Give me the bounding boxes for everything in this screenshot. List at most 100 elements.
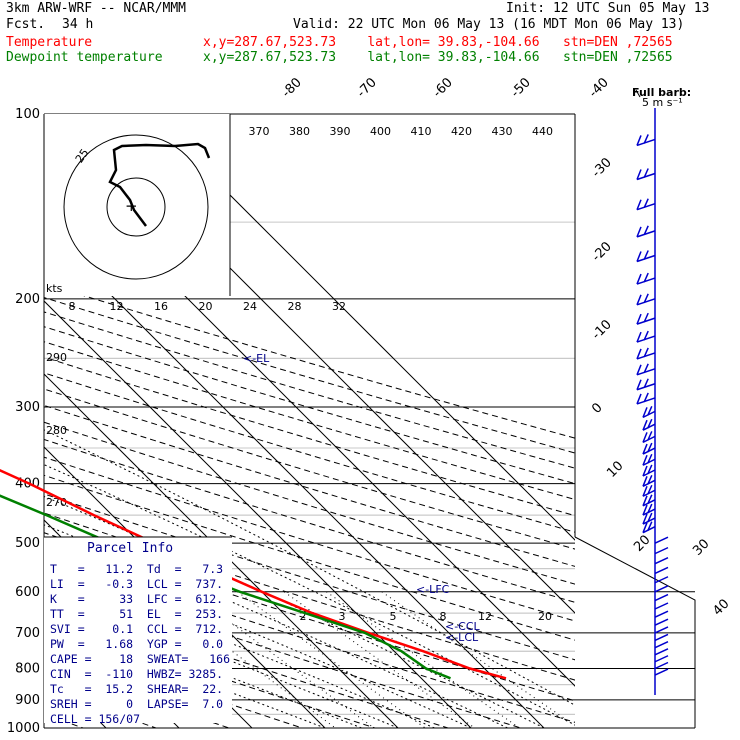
wind-barb-flag <box>643 225 649 236</box>
temp-scale-label-12: 12 <box>110 300 124 313</box>
temperature-label--30: -30 <box>589 155 615 181</box>
dewpoint-legend: Dewpoint temperature <box>6 50 163 65</box>
parcel-info-title: Parcel Info <box>87 541 173 556</box>
plot-right-edge-lower <box>574 536 696 728</box>
wind-barb-flag <box>647 464 653 475</box>
mixing-ratio-label-12: 12 <box>478 610 492 623</box>
dewpoint-profile <box>0 494 451 680</box>
temp-scale-label-8: 8 <box>69 300 76 313</box>
wind-barb-flag <box>647 431 653 441</box>
temperature-label--20: -20 <box>589 239 615 265</box>
pressure-label-900: 900 <box>15 693 40 708</box>
wind-barb-flag <box>642 407 648 418</box>
wind-barb <box>654 641 669 649</box>
wind-barb <box>654 585 669 593</box>
wind-barb-flag <box>636 379 642 391</box>
wind-barb-flag <box>647 484 653 495</box>
temperature-label-30: 30 <box>690 537 712 559</box>
temperature-label--60: -60 <box>430 75 456 101</box>
wind-barb-flag <box>642 419 648 431</box>
forecast-label: Fcst. <box>6 17 46 32</box>
hodograph-ring-inner <box>106 177 166 237</box>
temp-scale-label-32: 32 <box>332 300 346 313</box>
theta-e-label-400: 400 <box>370 125 391 138</box>
wind-barb <box>654 566 669 575</box>
temperature-label-40: 40 <box>710 597 732 619</box>
temp-scale-label-16: 16 <box>154 300 168 313</box>
parcel-info-row: LI = -0.3 LCL = 737. <box>50 577 223 591</box>
wind-barb <box>636 368 656 376</box>
wind-barb-flag <box>642 495 648 507</box>
theta-label-280: 280 <box>46 424 67 437</box>
parcel-info-row: Tc = 15.2 SHEAR= 22. <box>50 682 223 696</box>
wind-barb <box>654 655 669 663</box>
mixing-ratio-label-3: 3 <box>339 610 346 623</box>
theta-e-label-370: 370 <box>249 125 270 138</box>
wind-barb-flag <box>647 512 653 523</box>
temperature-label--70: -70 <box>354 75 380 101</box>
parcel-info-row: CAPE = 18 SWEAT= 166 <box>50 652 230 666</box>
el-marker: <-EL <box>243 352 270 365</box>
init-time: Init: 12 UTC Sun 05 May 13 <box>506 1 710 16</box>
wind-barb-flag <box>643 250 649 260</box>
lcl-marker: <-LCL <box>445 631 479 644</box>
wind-barb-flag <box>636 393 642 405</box>
wind-barb-flag <box>643 272 649 283</box>
pressure-label-200: 200 <box>15 292 40 307</box>
wind-barb-flag <box>643 330 649 341</box>
temp-scale-label-28: 28 <box>288 300 302 313</box>
wind-barb-flag <box>643 312 649 323</box>
wind-barb-flag <box>643 293 649 304</box>
wind-barb-flag <box>643 134 649 144</box>
wind-barb <box>654 602 669 610</box>
wind-barb-flag <box>636 135 642 146</box>
wind-barb-flag <box>642 504 648 516</box>
dry-adiabat <box>44 616 376 728</box>
temperature-label--50: -50 <box>508 75 534 101</box>
isotherm <box>44 227 545 728</box>
wind-barb <box>654 546 669 555</box>
barb-legend-label: Full barb: <box>632 86 691 99</box>
wind-barb-flag <box>647 494 653 505</box>
pressure-label-700: 700 <box>15 626 40 641</box>
dry-adiabat <box>44 311 575 469</box>
parcel-info-row: CIN = -110 HWBZ= 3285. <box>50 667 223 681</box>
wind-barb-flag <box>647 406 653 416</box>
temperature-label-10: 10 <box>604 459 626 481</box>
model-title: 3km ARW-WRF -- NCAR/MMM <box>6 1 187 16</box>
wind-barb <box>636 298 656 306</box>
parcel-info-row: TT = 51 EL = 253. <box>50 607 223 621</box>
wind-barb <box>654 668 669 676</box>
theta-label-290: 290 <box>46 351 67 364</box>
wind-barb <box>636 397 656 405</box>
temperature-label--40: -40 <box>586 75 612 101</box>
wind-barb-flag <box>636 313 642 325</box>
isotherm <box>148 114 575 541</box>
temp-scale-label-20: 20 <box>199 300 213 313</box>
wind-barb <box>636 230 656 238</box>
wind-barb <box>636 317 656 325</box>
mixing-ratio-label-8: 8 <box>440 610 447 623</box>
wind-barb <box>654 557 669 565</box>
wind-barb-flag <box>643 378 649 389</box>
temperature-label-20: 20 <box>631 533 653 555</box>
barb-legend-unit: 5 m s⁻¹ <box>642 96 683 109</box>
wind-barb-flag <box>636 226 642 238</box>
wind-barb <box>636 254 656 263</box>
wind-barb-flag <box>642 443 648 455</box>
barb-legend-icon <box>635 89 641 98</box>
temperature-profile <box>0 469 507 680</box>
temp-scale-label-24: 24 <box>243 300 257 313</box>
wind-barb-flag <box>643 198 649 209</box>
wind-barb-flag <box>642 465 648 477</box>
hodograph-units-label: kts <box>46 282 63 295</box>
forecast-hour: 34 h <box>62 17 94 32</box>
theta-e-label-390: 390 <box>330 125 351 138</box>
wind-barb-flag <box>643 347 649 358</box>
wind-barb <box>654 610 669 618</box>
moist-adiabat <box>44 495 545 728</box>
dry-adiabat <box>44 282 575 439</box>
ccl-marker: <-CCL <box>445 620 481 633</box>
wind-barb-flag <box>642 513 648 525</box>
